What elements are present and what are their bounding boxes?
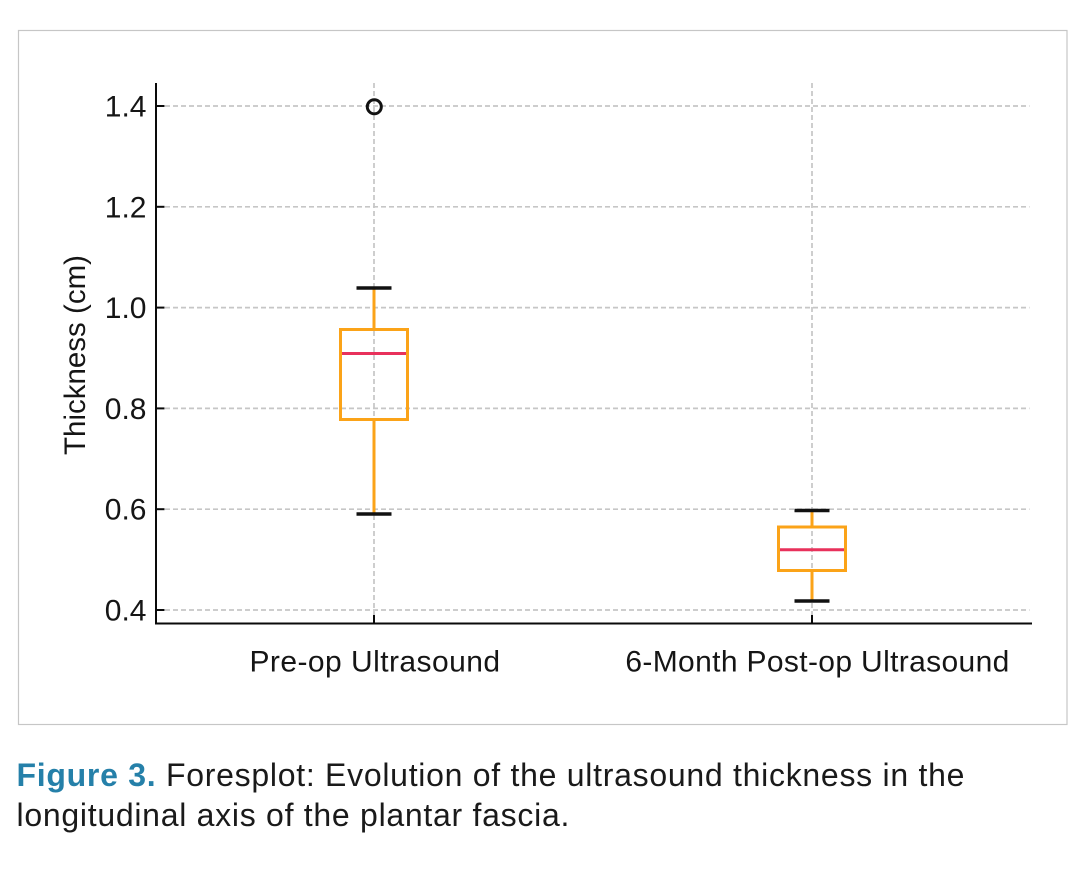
svg-text:Pre-op Ultrasound: Pre-op Ultrasound xyxy=(249,646,500,679)
svg-text:0.8: 0.8 xyxy=(105,393,147,426)
svg-text:1.0: 1.0 xyxy=(105,292,147,325)
svg-text:6-Month Post-op Ultrasound: 6-Month Post-op Ultrasound xyxy=(625,646,1009,679)
svg-text:1.4: 1.4 xyxy=(105,91,147,124)
svg-text:0.6: 0.6 xyxy=(105,494,147,527)
svg-text:longitudinal axis of the plant: longitudinal axis of the plantar fascia. xyxy=(17,797,571,833)
svg-text:0.4: 0.4 xyxy=(105,595,147,628)
svg-text:Figure 3. Foresplot: Evolution: Figure 3. Foresplot: Evolution of the ul… xyxy=(17,757,966,793)
svg-text:1.2: 1.2 xyxy=(105,191,147,224)
svg-text:Thickness (cm): Thickness (cm) xyxy=(59,255,92,455)
